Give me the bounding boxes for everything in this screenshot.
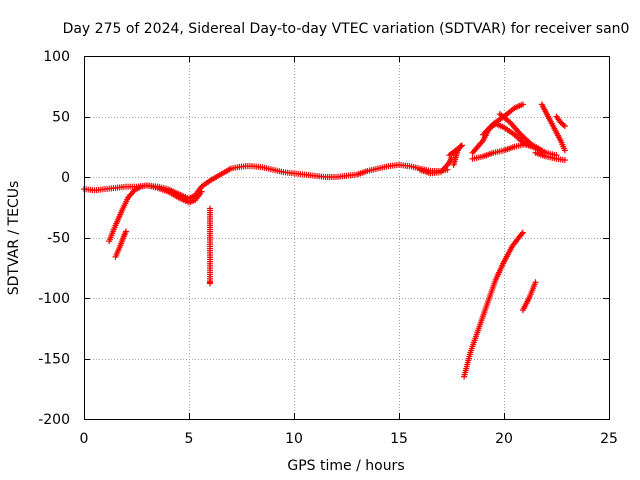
- data-point: [518, 230, 525, 237]
- grid: [84, 56, 609, 419]
- axis-ticks: [84, 56, 610, 420]
- x-tick-label: 5: [185, 431, 194, 447]
- x-tick-label: 15: [390, 431, 408, 447]
- y-tick-label: -150: [38, 352, 70, 368]
- y-tick-label: -50: [47, 231, 70, 247]
- data-point: [198, 188, 205, 195]
- y-tick-label: 0: [61, 170, 70, 186]
- x-tick-label: 25: [600, 431, 618, 447]
- x-tick-label: 0: [80, 431, 89, 447]
- data-point: [561, 157, 568, 164]
- y-tick-label: 100: [43, 49, 70, 65]
- x-tick-label: 10: [285, 431, 303, 447]
- data-point: [532, 279, 539, 286]
- y-axis-title: SDTVAR / TECUs: [6, 181, 22, 296]
- data-point: [561, 147, 568, 154]
- plot-frame: [84, 56, 610, 420]
- data-point: [207, 280, 213, 287]
- data-point: [561, 123, 568, 130]
- data-point: [519, 101, 526, 108]
- data-point: [144, 182, 150, 189]
- y-tick-label: -200: [38, 412, 70, 428]
- data-point: [450, 151, 457, 158]
- y-tick-labels: -200 -150 -100 -50 0 50 100: [38, 49, 70, 428]
- chart-title: Day 275 of 2024, Sidereal Day-to-day VTE…: [63, 21, 630, 37]
- data-points: [81, 101, 568, 380]
- data-point: [123, 228, 129, 235]
- data-point: [538, 147, 545, 154]
- x-tick-labels: 0 5 10 15 20 25: [80, 431, 618, 447]
- x-tick-label: 20: [495, 431, 513, 447]
- data-point: [519, 229, 526, 236]
- y-tick-label: -100: [38, 291, 70, 307]
- x-axis-title: GPS time / hours: [287, 458, 404, 474]
- y-tick-label: 50: [52, 110, 70, 126]
